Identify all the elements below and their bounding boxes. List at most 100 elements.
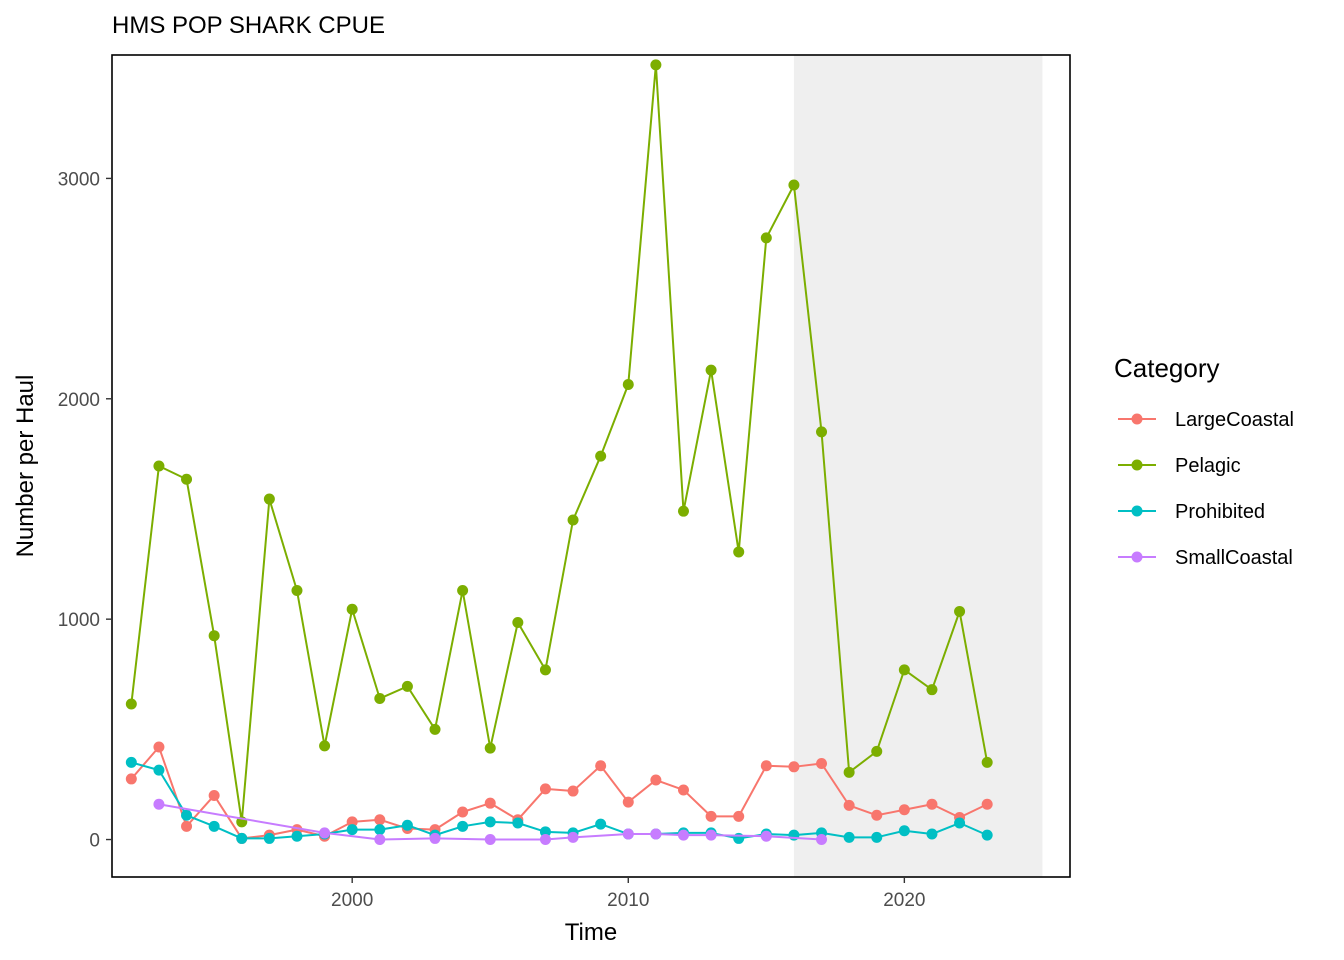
data-point-pelagic <box>981 756 993 768</box>
data-point-pelagic <box>457 585 469 597</box>
data-point-pelagic <box>705 364 717 376</box>
data-point-pelagic <box>181 473 193 485</box>
legend-label: Pelagic <box>1175 455 1241 477</box>
data-point-largecoastal <box>871 809 883 821</box>
data-point-pelagic <box>871 745 883 757</box>
legend-key-point <box>1131 505 1143 517</box>
data-point-prohibited <box>208 820 220 832</box>
data-point-pelagic <box>816 426 828 438</box>
data-point-smallcoastal <box>677 829 689 841</box>
data-point-smallcoastal <box>567 831 579 843</box>
data-point-prohibited <box>539 826 551 838</box>
data-point-smallcoastal <box>760 830 772 842</box>
data-point-smallcoastal <box>319 827 331 839</box>
data-point-largecoastal <box>622 796 634 808</box>
y-tick-label: 1000 <box>58 610 100 631</box>
data-point-pelagic <box>374 692 386 704</box>
data-point-pelagic <box>153 460 165 472</box>
data-point-smallcoastal <box>816 834 828 846</box>
legend: Category LargeCoastal Pelagic Prohibited Sm… <box>1114 353 1294 569</box>
data-point-prohibited <box>954 817 966 829</box>
data-point-pelagic <box>539 664 551 676</box>
y-tick-label: 0 <box>89 831 100 852</box>
data-point-prohibited <box>401 819 413 831</box>
shaded-region <box>793 55 1043 877</box>
data-point-largecoastal <box>181 820 193 832</box>
legend-item-largecoastal: LargeCoastal <box>1118 409 1294 431</box>
data-point-largecoastal <box>567 785 579 797</box>
data-point-pelagic <box>401 680 413 692</box>
data-point-pelagic <box>567 514 579 526</box>
legend-item-smallcoastal: SmallCoastal <box>1118 547 1293 569</box>
legend-item-prohibited: Prohibited <box>1118 501 1265 523</box>
legend-label: Prohibited <box>1175 501 1265 523</box>
x-axis-label: Time <box>565 919 617 946</box>
y-axis-label: Number per Haul <box>12 375 39 558</box>
data-point-largecoastal <box>153 741 165 753</box>
data-point-largecoastal <box>926 798 938 810</box>
data-point-largecoastal <box>595 760 607 772</box>
data-point-pelagic <box>512 616 524 628</box>
series-pelagic <box>125 59 993 828</box>
data-point-largecoastal <box>539 783 551 795</box>
data-point-pelagic <box>650 59 662 71</box>
data-point-largecoastal <box>346 816 358 828</box>
x-tick-label: 2000 <box>331 890 373 911</box>
legend-label: LargeCoastal <box>1175 409 1294 431</box>
data-point-smallcoastal <box>539 834 551 846</box>
data-point-largecoastal <box>843 799 855 811</box>
series-smallcoastal <box>153 798 828 846</box>
legend-item-pelagic: Pelagic <box>1118 455 1241 477</box>
legend-key-point <box>1131 413 1143 425</box>
data-point-smallcoastal <box>153 798 165 810</box>
data-point-prohibited <box>125 756 137 768</box>
data-point-prohibited <box>898 825 910 837</box>
data-point-prohibited <box>981 829 993 841</box>
data-point-largecoastal <box>898 804 910 816</box>
data-point-largecoastal <box>705 810 717 822</box>
legend-label: SmallCoastal <box>1175 547 1293 569</box>
data-point-largecoastal <box>733 810 745 822</box>
legend-key-point <box>1131 459 1143 471</box>
data-point-largecoastal <box>208 789 220 801</box>
data-point-pelagic <box>926 684 938 696</box>
chart-title: HMS POP SHARK CPUE <box>112 12 385 39</box>
data-point-pelagic <box>208 630 220 642</box>
data-point-prohibited <box>236 832 248 844</box>
data-point-prohibited <box>484 816 496 828</box>
data-point-largecoastal <box>677 784 689 796</box>
data-point-largecoastal <box>484 797 496 809</box>
data-point-pelagic <box>484 742 496 754</box>
data-point-prohibited <box>871 831 883 843</box>
data-point-pelagic <box>291 585 303 597</box>
data-point-smallcoastal <box>705 829 717 841</box>
data-point-largecoastal <box>457 806 469 818</box>
data-point-smallcoastal <box>650 828 662 840</box>
data-point-smallcoastal <box>484 834 496 846</box>
data-point-prohibited <box>153 764 165 776</box>
data-point-prohibited <box>843 831 855 843</box>
y-tick-label: 2000 <box>58 390 100 411</box>
data-point-pelagic <box>843 766 855 778</box>
series-layer <box>125 59 993 846</box>
data-point-pelagic <box>319 740 331 752</box>
data-point-smallcoastal <box>429 832 441 844</box>
data-point-prohibited <box>733 832 745 844</box>
data-point-prohibited <box>181 809 193 821</box>
data-point-pelagic <box>595 450 607 462</box>
data-point-pelagic <box>898 664 910 676</box>
data-point-pelagic <box>677 505 689 517</box>
data-point-pelagic <box>954 605 966 617</box>
data-point-largecoastal <box>125 773 137 785</box>
data-point-pelagic <box>263 493 275 505</box>
x-tick-label: 2010 <box>607 890 649 911</box>
x-tick-label: 2020 <box>883 890 925 911</box>
data-point-prohibited <box>374 824 386 836</box>
data-point-pelagic <box>429 723 441 735</box>
data-point-smallcoastal <box>622 828 634 840</box>
data-point-prohibited <box>291 830 303 842</box>
data-point-pelagic <box>788 179 800 191</box>
data-point-largecoastal <box>760 760 772 772</box>
ticks-layer: 2000 2010 2020 0 1000 2000 3000 <box>58 169 926 911</box>
